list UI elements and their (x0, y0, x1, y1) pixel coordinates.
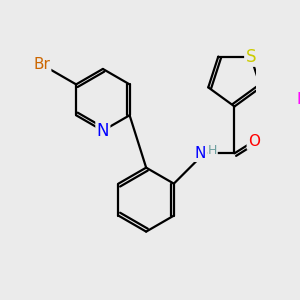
Text: S: S (245, 48, 256, 66)
Text: N: N (97, 122, 109, 140)
Text: H: H (208, 144, 217, 157)
Text: Br: Br (33, 57, 50, 72)
Text: N: N (195, 146, 206, 161)
Text: O: O (248, 134, 260, 149)
Text: I: I (296, 92, 300, 107)
